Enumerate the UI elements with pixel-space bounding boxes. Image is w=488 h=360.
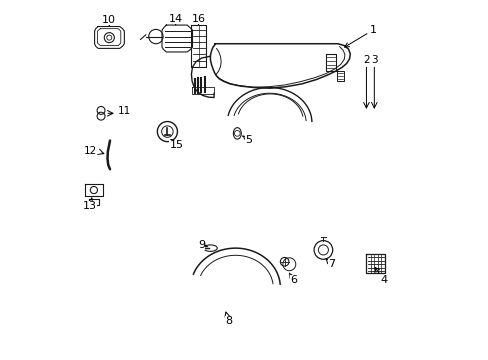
Text: 7: 7 — [325, 258, 334, 269]
Text: 9: 9 — [198, 240, 207, 250]
Text: 14: 14 — [168, 14, 183, 24]
Text: 4: 4 — [374, 267, 387, 285]
Text: 13: 13 — [82, 198, 97, 211]
Text: 15: 15 — [169, 139, 183, 150]
Text: 1: 1 — [344, 25, 376, 47]
Text: 6: 6 — [289, 273, 297, 285]
Text: 2: 2 — [363, 55, 369, 65]
Text: 10: 10 — [102, 15, 116, 26]
Text: 5: 5 — [243, 135, 252, 145]
Text: 3: 3 — [370, 55, 377, 65]
Text: 11: 11 — [118, 106, 131, 116]
Text: 16: 16 — [191, 14, 205, 24]
Text: 8: 8 — [224, 312, 231, 325]
Text: 12: 12 — [84, 145, 97, 156]
